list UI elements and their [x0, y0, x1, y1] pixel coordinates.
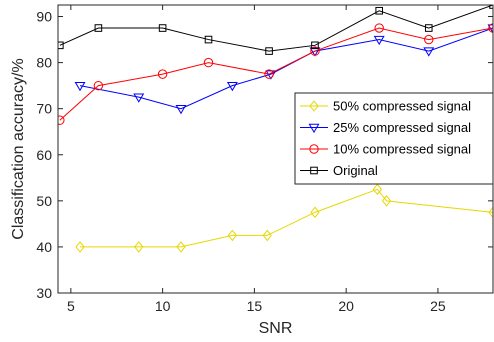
data-point: [265, 47, 273, 55]
data-point: [157, 69, 168, 79]
data-point: [423, 47, 435, 57]
series-line: [59, 27, 493, 121]
series-line: [59, 5, 493, 52]
data-point: [134, 241, 144, 253]
data-point: [375, 6, 384, 15]
data-point: [262, 229, 272, 242]
data-point: [424, 24, 433, 32]
y-tick-label: 60: [36, 147, 52, 163]
legend-entry: 50% compressed signal: [333, 99, 471, 114]
data-point: [176, 241, 186, 253]
x-axis-title: SNR: [259, 320, 293, 337]
x-tick-label: 15: [247, 298, 263, 314]
series-1: [75, 183, 493, 253]
y-tick-label: 80: [36, 55, 52, 71]
legend-marker: [308, 123, 320, 134]
data-point: [203, 57, 214, 68]
data-point: [74, 81, 86, 92]
data-point: [373, 35, 385, 46]
data-point: [93, 80, 104, 91]
data-point: [310, 206, 320, 219]
data-point: [488, 206, 493, 219]
data-point: [133, 93, 145, 103]
data-point: [424, 34, 434, 45]
legend-box: [294, 92, 494, 185]
legend-marker: [309, 100, 319, 112]
series-layer: [58, 5, 493, 253]
data-point: [310, 46, 320, 56]
data-point: [75, 241, 85, 253]
series-3: [58, 23, 493, 125]
series-line: [79, 27, 493, 110]
y-tick-label: 40: [36, 239, 52, 255]
legend-entry: 10% compressed signal: [333, 142, 471, 157]
y-axis-title: Classification accuracy/%: [10, 58, 27, 239]
data-point: [264, 69, 274, 79]
data-point: [374, 23, 384, 33]
data-point: [204, 35, 213, 44]
data-point: [58, 41, 64, 50]
series-4: [58, 5, 493, 55]
data-point: [372, 183, 383, 196]
data-point: [227, 229, 238, 242]
x-tick-label: 25: [430, 298, 446, 314]
legend: 50% compressed signal 25% compressed sign…: [294, 92, 494, 185]
y-tick-label: 90: [36, 9, 52, 25]
legend-entry: 25% compressed signal: [333, 120, 471, 135]
legend-marker: [310, 166, 318, 175]
y-tick-label: 30: [36, 285, 52, 301]
y-tick-label: 50: [36, 193, 52, 209]
data-point: [381, 195, 392, 207]
x-tick-label: 10: [155, 298, 171, 314]
data-point: [311, 41, 319, 50]
data-point: [175, 104, 187, 115]
data-point: [58, 115, 65, 125]
legend-entry: Original: [333, 163, 378, 178]
data-point: [158, 24, 167, 32]
data-point: [94, 24, 103, 32]
y-tick-label: 70: [36, 101, 52, 117]
legend-marker: [309, 144, 319, 154]
x-tick-label: 5: [67, 298, 75, 314]
series-line: [80, 188, 493, 248]
x-tick-label: 20: [338, 298, 354, 314]
data-point: [226, 81, 238, 92]
